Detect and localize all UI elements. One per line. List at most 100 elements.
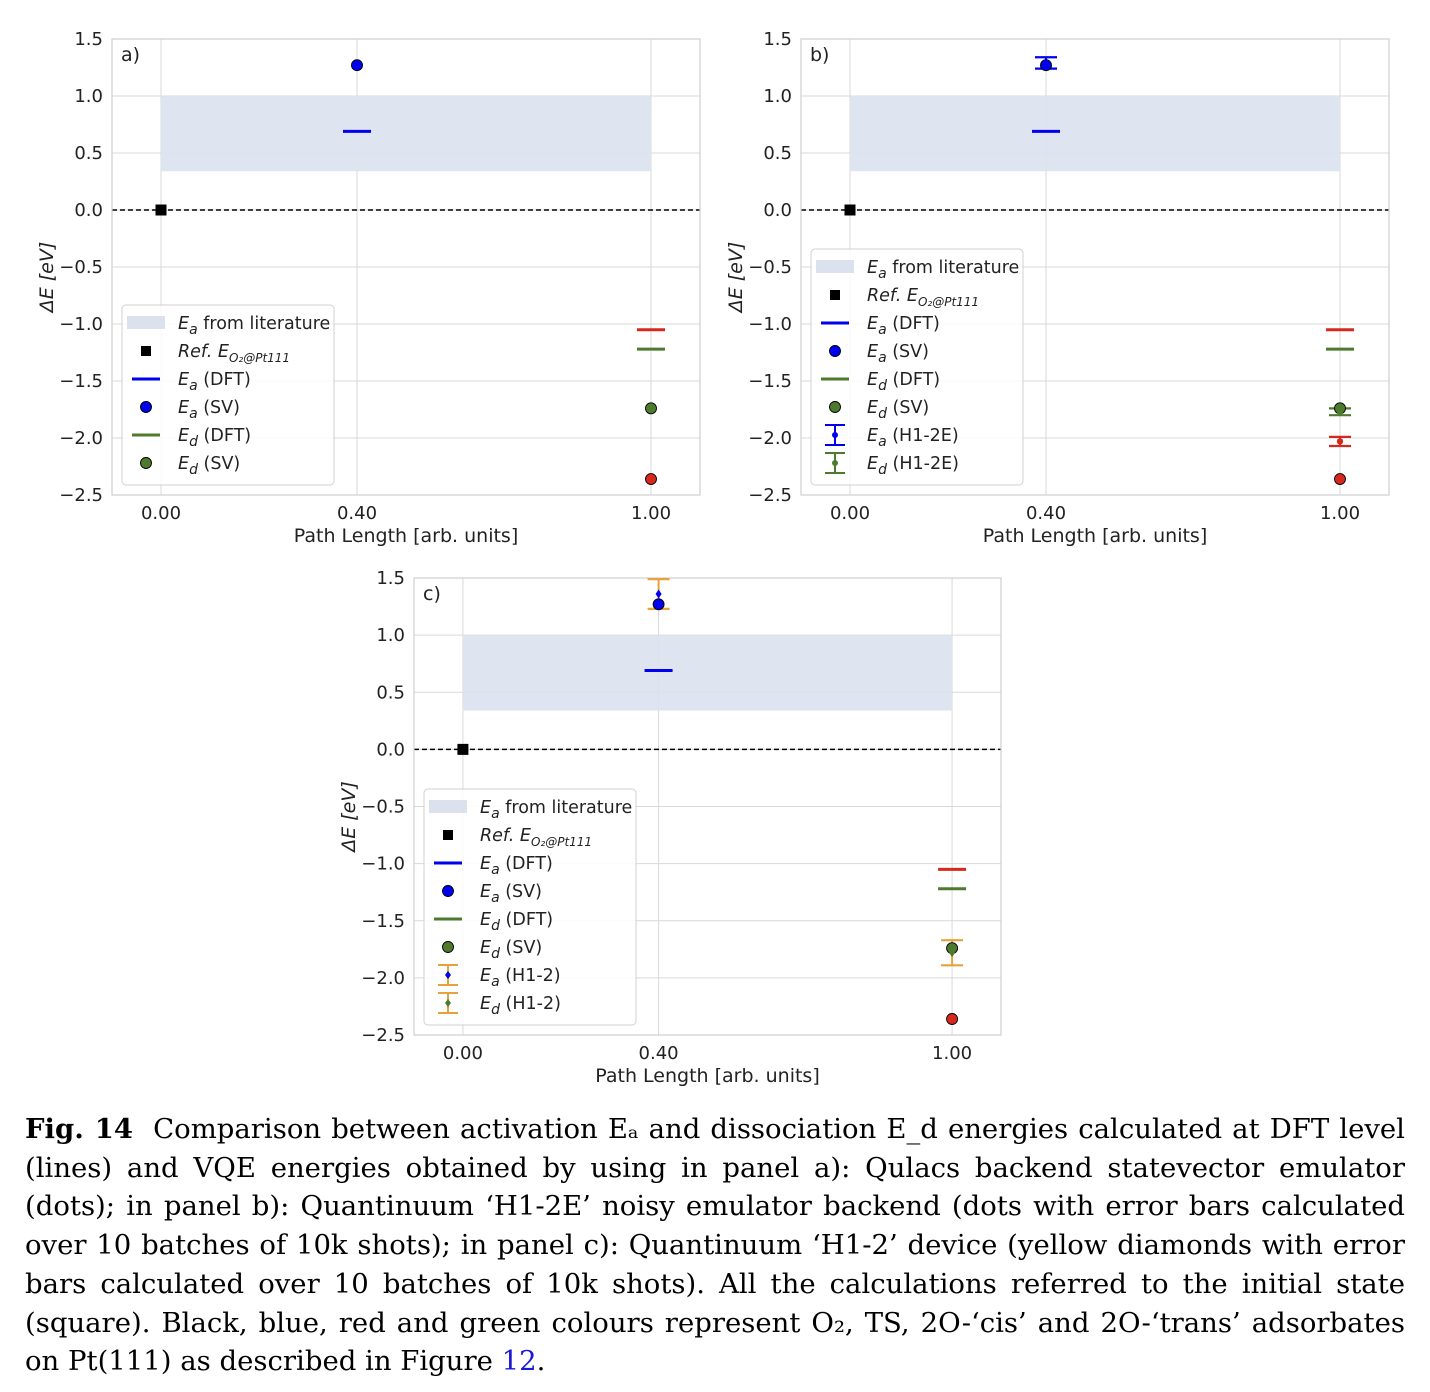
y-tick-label: −2.0: [361, 968, 405, 989]
sv-energy-dot: [645, 473, 657, 485]
y-tick-label: 1.5: [376, 568, 405, 589]
y-tick-label: −1.5: [748, 371, 792, 392]
sv-energy-dot: [351, 59, 363, 72]
panel-label: b): [810, 44, 829, 66]
legend-band-swatch: [127, 316, 165, 329]
figure-reference-link[interactable]: 12: [501, 1345, 537, 1378]
panel-a: 1.5 1.0 0.5 0.0 −0.5 −1.0 −1.5 −2.0 −2.5 0.00 0.40…: [36, 29, 701, 547]
legend-label: Ed (H1-2E): [867, 454, 959, 478]
legend-label: Ed (SV): [867, 398, 929, 422]
y-tick-label: −2.5: [748, 485, 792, 506]
legend-band-swatch: [816, 260, 854, 273]
reference-square: [844, 204, 856, 216]
y-tick-label: −1.0: [748, 314, 792, 335]
y-tick-label: −0.5: [361, 797, 405, 818]
legend-label: Ea (SV): [867, 342, 929, 366]
caption-end: .: [536, 1345, 546, 1378]
y-tick-label: −2.5: [59, 485, 103, 506]
x-tick-label: 0.00: [443, 1043, 483, 1064]
y-tick-label: −1.0: [59, 314, 103, 335]
legend-label: Ed (DFT): [867, 370, 940, 394]
sv-energy-dot: [1334, 473, 1346, 485]
x-tick-label: 0.00: [830, 503, 870, 524]
x-axis-label: Path Length [arb. units]: [983, 525, 1207, 547]
legend-label: Ed (H1-2): [480, 994, 561, 1018]
legend-label: Ea (SV): [178, 398, 240, 422]
legend-square-swatch: [141, 346, 151, 356]
y-tick-label: 0.0: [763, 200, 792, 221]
reference-square: [155, 204, 167, 216]
panel-c: 1.5 1.0 0.5 0.0 −0.5 −1.0 −1.5 −2.0 −2.5 0.00 0.40…: [338, 568, 1002, 1087]
legend-label: Ed (DFT): [480, 910, 553, 934]
legend-dot-swatch: [442, 941, 454, 953]
y-axis-label: ΔE [eV]: [36, 242, 58, 315]
y-tick-label: 1.0: [763, 86, 792, 107]
legend-square-swatch: [443, 830, 453, 840]
y-tick-label: 0.5: [74, 143, 103, 164]
legend-label: Ea from literature: [480, 798, 632, 822]
panel-label: a): [121, 44, 140, 66]
x-tick-label: 1.00: [932, 1043, 972, 1064]
hw-diamond-marker: [949, 948, 956, 958]
hw-dot-marker: [1336, 408, 1344, 415]
caption-text: Comparison between activation Eₐ and dis…: [25, 1113, 1405, 1378]
y-tick-label: 1.5: [763, 29, 792, 50]
legend-box: [121, 304, 335, 486]
legend-label: Ref. EO₂@Pt111: [178, 342, 290, 365]
legend-diamond-swatch: [445, 971, 451, 979]
legend-band-swatch: [429, 800, 467, 813]
y-tick-label: 1.0: [376, 625, 405, 646]
hw-dot-marker: [1042, 59, 1050, 67]
sv-energy-dot: [946, 1013, 959, 1025]
legend-dot-swatch: [140, 457, 152, 469]
y-tick-label: 0.5: [763, 143, 792, 164]
legend-dot-swatch: [829, 345, 841, 357]
literature-band: [462, 635, 953, 711]
literature-band: [850, 96, 1340, 172]
plot-frame: [111, 38, 701, 496]
legend-label: Ed (SV): [480, 938, 542, 962]
figure-caption: Fig. 14 Comparison between activation Eₐ…: [25, 1110, 1405, 1381]
legend-label: Ref. EO₂@Pt111: [867, 286, 979, 309]
x-axis-label: Path Length [arb. units]: [595, 1065, 819, 1087]
legend-dot-swatch: [832, 460, 838, 466]
y-tick-label: −2.0: [59, 428, 103, 449]
legend-label: Ea (H1-2E): [867, 426, 959, 450]
panel-label: c): [423, 583, 441, 605]
y-tick-label: −1.0: [361, 854, 405, 875]
legend-diamond-swatch: [445, 999, 451, 1007]
legend-label: Ref. EO₂@Pt111: [480, 826, 592, 849]
sv-energy-dot: [652, 598, 665, 611]
legend-label: Ea (DFT): [480, 854, 553, 878]
figure: 1.5 1.0 0.5 0.0 −0.5 −1.0 −1.5 −2.0 −2.5 0.00 0.40…: [36, 29, 1390, 1087]
y-tick-label: −0.5: [59, 257, 103, 278]
legend-label: Ed (SV): [178, 454, 240, 478]
y-tick-label: −1.5: [59, 371, 103, 392]
x-tick-label: 1.00: [1320, 503, 1360, 524]
legend-dot-swatch: [140, 401, 152, 413]
y-tick-label: 1.0: [74, 86, 103, 107]
y-tick-label: −2.5: [361, 1025, 405, 1046]
sv-energy-dot: [645, 402, 657, 415]
legend-label: Ed (DFT): [178, 426, 251, 450]
panel-b: 1.5 1.0 0.5 0.0 −0.5 −1.0 −1.5 −2.0 −2.5 0.00 0.40…: [725, 29, 1390, 547]
legend-label: Ea from literature: [867, 258, 1019, 282]
y-tick-label: 1.5: [74, 29, 103, 50]
x-tick-label: 0.40: [337, 503, 377, 524]
legend-label: Ea (DFT): [867, 314, 940, 338]
x-tick-label: 0.40: [639, 1043, 679, 1064]
hw-diamond-marker: [655, 589, 662, 599]
plot-frame: [800, 38, 1390, 496]
caption-label: Fig. 14: [25, 1113, 133, 1145]
legend-square-swatch: [830, 290, 840, 300]
y-tick-label: −2.0: [748, 428, 792, 449]
y-tick-label: 0.5: [376, 682, 405, 703]
x-tick-label: 0.00: [141, 503, 181, 524]
legend-dot-swatch: [832, 432, 838, 438]
legend-dot-swatch: [829, 401, 841, 413]
legend-label: Ea from literature: [178, 314, 330, 338]
x-tick-label: 1.00: [631, 503, 671, 524]
legend-dot-swatch: [442, 885, 454, 897]
literature-band: [161, 96, 651, 172]
y-axis-label: ΔE [eV]: [338, 781, 360, 854]
